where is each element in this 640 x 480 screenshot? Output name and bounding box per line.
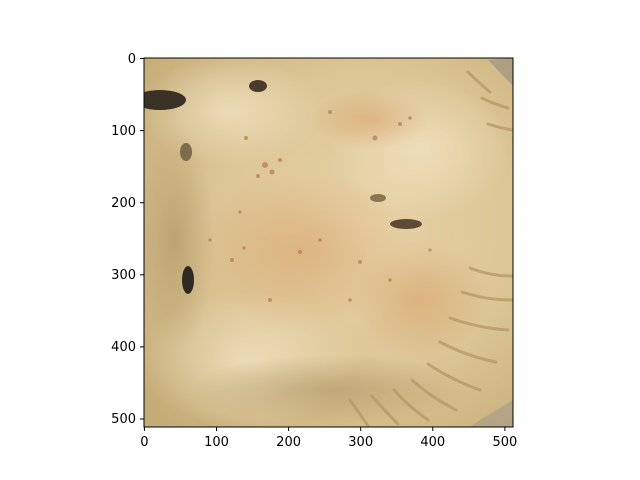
y-tick-label: 500 (111, 412, 136, 427)
y-tick-label: 400 (111, 340, 136, 355)
x-tick-label: 300 (348, 435, 373, 450)
x-tick-label: 100 (204, 435, 229, 450)
x-tick-label: 400 (420, 435, 445, 450)
axes-frame (143, 57, 514, 428)
x-tick-label: 500 (492, 435, 517, 450)
y-axis (140, 58, 144, 420)
y-tick-label: 200 (111, 196, 136, 211)
y-tick-label: 100 (111, 124, 136, 139)
x-tick-label: 200 (276, 435, 301, 450)
x-axis (143, 427, 506, 431)
y-tick-label: 0 (128, 52, 136, 67)
x-tick-label: 0 (140, 435, 148, 450)
pie-image (144, 58, 513, 427)
y-tick-label: 300 (111, 268, 136, 283)
